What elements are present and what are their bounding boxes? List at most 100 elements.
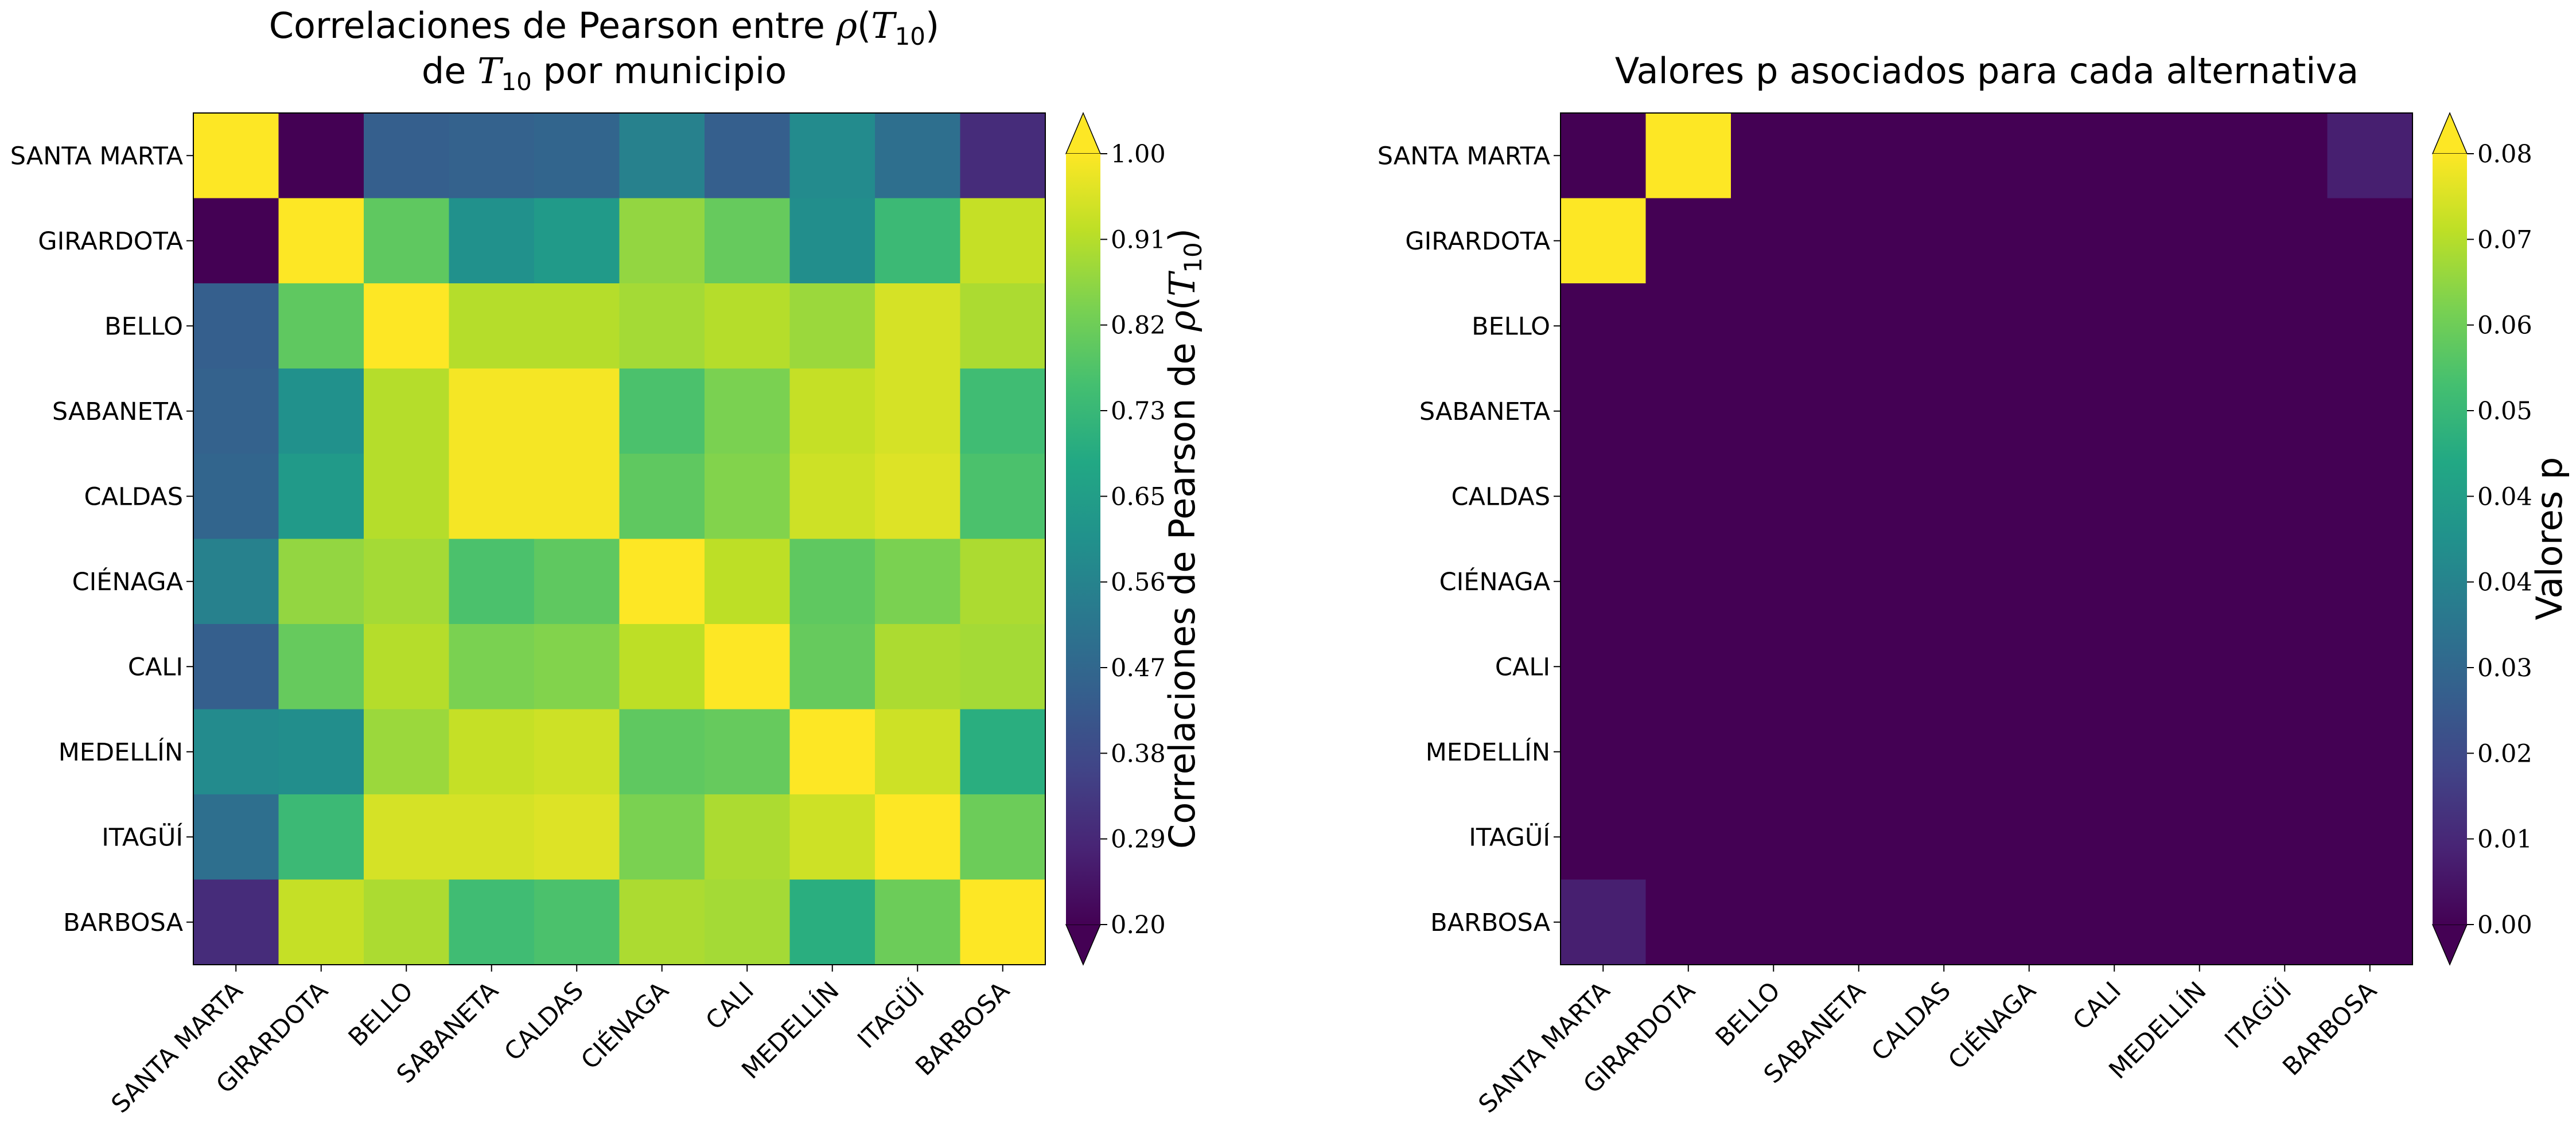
y-tick-label: SABANETA: [52, 397, 184, 426]
heatmap-cell: [1816, 879, 1902, 965]
heatmap-cell: [1816, 368, 1902, 454]
y-tick-label: SABANETA: [1419, 397, 1551, 426]
x-tick-label: SANTA MARTA: [106, 976, 249, 1119]
chart-title-line2: de T10 por municipio: [422, 50, 787, 96]
heatmap-cell: [1816, 283, 1902, 369]
heatmap-cell: [1645, 113, 1731, 199]
y-tick-label: MEDELLÍN: [1426, 738, 1550, 767]
heatmap-cell: [1561, 368, 1647, 454]
heatmap-cell: [1731, 709, 1817, 795]
y-tick-label: BELLO: [1472, 312, 1550, 341]
heatmap-cell: [2242, 198, 2328, 284]
heatmap-cell: [705, 198, 791, 284]
heatmap-cell: [960, 709, 1046, 795]
heatmap-cell: [960, 539, 1046, 625]
heatmap-cell: [1986, 368, 2072, 454]
heatmap-cell: [789, 283, 875, 369]
heatmap-cell: [960, 198, 1046, 284]
heatmap-cell: [1816, 709, 1902, 795]
heatmap-cell: [278, 794, 364, 880]
heatmap-cell: [278, 368, 364, 454]
heatmap-cell: [1561, 539, 1647, 625]
x-tick-label: CIÉNAGA: [1943, 976, 2042, 1075]
heatmap-cell: [534, 624, 620, 710]
colorbar-tick-label: 0.29: [1111, 825, 1166, 854]
heatmap-cell: [278, 283, 364, 369]
x-tick-label: ITAGÜÍ: [852, 976, 930, 1054]
colorbar-tick-label: 0.07: [2477, 225, 2532, 254]
heatmap-cell: [789, 368, 875, 454]
heatmap-cell: [1901, 794, 1987, 880]
heatmap-cell: [1645, 709, 1731, 795]
heatmap-cell: [960, 113, 1046, 199]
x-tick-label: SANTA MARTA: [1473, 976, 1616, 1119]
heatmap-cell: [2242, 283, 2328, 369]
heatmap-cell: [364, 624, 450, 710]
y-tick-label: CALDAS: [84, 482, 183, 511]
heatmap-cell: [449, 794, 535, 880]
x-tick-label: BELLO: [1710, 976, 1786, 1052]
colorbar: 1.00 0.91 0.82 0.73 0.65 0.56 0.47 0.38 0.29 0.20…: [1065, 112, 1207, 966]
y-tick-label: BARBOSA: [1430, 908, 1550, 937]
y-tick-label: CALDAS: [1452, 482, 1550, 511]
y-axis: SANTA MARTA GIRARDOTA BELLO SABANETA CALDAS C…: [10, 142, 193, 937]
heatmap-cell: [1901, 368, 1987, 454]
heatmap-cell: [2242, 794, 2328, 880]
chart-title-line1: Correlaciones de Pearson entre ρ(T10): [269, 5, 939, 50]
x-tick-label: CALDAS: [1866, 976, 1956, 1066]
heatmap-cell: [1561, 624, 1647, 710]
heatmap-cell: [2157, 283, 2243, 369]
heatmap-cell: [1645, 879, 1731, 965]
heatmap-cell: [705, 368, 791, 454]
heatmap-cell: [2072, 624, 2158, 710]
y-tick-label: CALI: [128, 653, 183, 681]
heatmap-cell: [1816, 794, 1902, 880]
heatmap-cell: [1645, 198, 1731, 284]
y-tick-label: BARBOSA: [63, 908, 183, 937]
heatmap-cell: [534, 198, 620, 284]
colorbar-tick-label: 0.03: [2477, 654, 2532, 683]
x-tick-label: CALI: [701, 976, 760, 1035]
heatmap-cell: [534, 283, 620, 369]
heatmap-cell: [705, 454, 791, 540]
colorbar-label: Correlaciones de Pearson de ρ(T10): [1161, 228, 1207, 849]
heatmap-cell: [364, 709, 450, 795]
heatmap-cell: [2242, 709, 2328, 795]
heatmap-cell: [875, 113, 961, 199]
heatmap-cell: [1986, 794, 2072, 880]
heatmap-cell: [1816, 198, 1902, 284]
heatmap-cell: [1561, 794, 1647, 880]
colorbar-tick-label: 0.65: [1111, 482, 1166, 511]
heatmap-cell: [1561, 198, 1647, 284]
heatmap-cell: [2157, 113, 2243, 199]
heatmap-cell: [2072, 879, 2158, 965]
colorbar-tick-label: 0.73: [1111, 397, 1166, 426]
heatmap-cell: [960, 368, 1046, 454]
x-tick-label: BELLO: [343, 976, 419, 1052]
heatmap-cell: [278, 454, 364, 540]
heatmap-cell: [2072, 368, 2158, 454]
heatmap-cell: [1645, 539, 1731, 625]
heatmap-cells: [1561, 113, 2413, 965]
y-tick-label: ITAGÜÍ: [102, 822, 183, 852]
heatmap-cell: [1731, 454, 1817, 540]
colorbar-tick-label: 0.08: [2477, 140, 2532, 169]
x-tick-label: BARBOSA: [2277, 976, 2382, 1081]
heatmap-cell: [449, 624, 535, 710]
heatmap-cell: [1731, 283, 1817, 369]
heatmap-cell: [1986, 113, 2072, 199]
heatmap-cell: [1986, 879, 2072, 965]
heatmap-cell: [2072, 283, 2158, 369]
heatmap-cell: [534, 794, 620, 880]
heatmap-cells: [193, 113, 1046, 965]
colorbar-ticks: 0.08 0.07 0.06 0.05 0.04 0.04 0.03 0.02 0.01 0.00: [2467, 140, 2532, 939]
heatmap-cell: [2242, 539, 2328, 625]
heatmap-cell: [1731, 794, 1817, 880]
heatmap-cell: [1901, 879, 1987, 965]
colorbar-ticks: 1.00 0.91 0.82 0.73 0.65 0.56 0.47 0.38 0.29 0.20: [1100, 140, 1166, 939]
heatmap-cell: [875, 454, 961, 540]
heatmap-cell: [534, 113, 620, 199]
heatmap-cell: [960, 879, 1046, 965]
